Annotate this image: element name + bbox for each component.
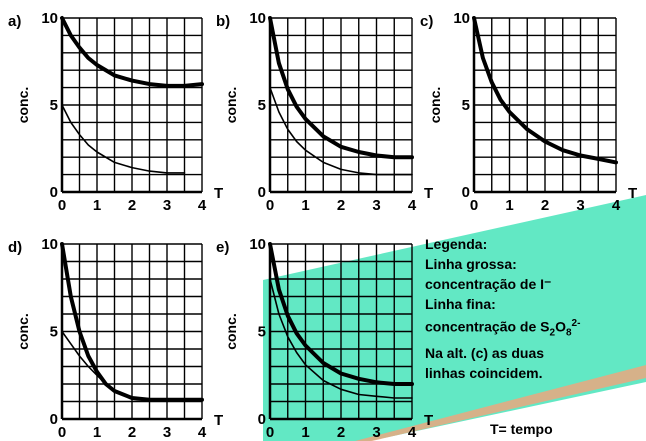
y-tick-label: 5 xyxy=(50,97,58,114)
y-tick-label: 10 xyxy=(41,236,58,253)
x-tick-label: 1 xyxy=(301,197,309,214)
x-tick-label: 0 xyxy=(266,197,274,214)
x-axis-label: T xyxy=(424,412,433,429)
y-tick-label: 10 xyxy=(249,10,266,27)
y-axis-label: conc. xyxy=(223,313,239,350)
x-tick-label: 1 xyxy=(93,424,101,441)
legend-note-2: linhas coincidem. xyxy=(425,365,543,382)
x-tick-label: 0 xyxy=(58,197,66,214)
series-line-thin xyxy=(61,104,186,174)
x-tick-label: 2 xyxy=(128,424,136,441)
y-axis-label: conc. xyxy=(223,87,239,124)
y-tick-label: 10 xyxy=(249,236,266,253)
series-line-thick xyxy=(268,16,414,160)
x-tick-label: 4 xyxy=(198,424,207,441)
legend-thick-label: Linha grossa: xyxy=(425,256,517,272)
x-tick-label: 3 xyxy=(576,197,584,214)
x-tick-label: 4 xyxy=(198,197,207,214)
y-tick-label: 0 xyxy=(50,411,58,428)
x-tick-label: 3 xyxy=(372,424,380,441)
x-tick-label: 4 xyxy=(612,197,621,214)
y-tick-label: 0 xyxy=(258,411,266,428)
x-tick-label: 2 xyxy=(128,197,136,214)
series-line-thin xyxy=(269,278,413,399)
x-axis-label: T xyxy=(424,185,433,202)
legend-thin-text: concentração de S xyxy=(425,318,550,335)
x-tick-label: 3 xyxy=(372,197,380,214)
x-tick-label: 1 xyxy=(505,197,513,214)
x-axis-label: T xyxy=(214,412,223,429)
y-tick-label: 5 xyxy=(462,97,470,114)
series-line-thick xyxy=(268,242,414,386)
legend-title: Legenda: xyxy=(425,236,488,252)
legend-thin-desc: concentração de S2O82- xyxy=(425,314,643,343)
x-tick-label: 3 xyxy=(163,424,171,441)
panel-letter: b) xyxy=(216,13,230,30)
series-line-thick xyxy=(472,16,618,165)
y-tick-label: 5 xyxy=(258,324,266,341)
legend-thin-label: Linha fina: xyxy=(425,296,496,312)
x-tick-label: 4 xyxy=(408,197,417,214)
overlay-orange-streak xyxy=(355,365,646,441)
x-tick-label: 0 xyxy=(58,424,66,441)
y-axis-label: conc. xyxy=(427,87,443,124)
x-tick-label: 1 xyxy=(301,424,309,441)
x-axis-label: T xyxy=(628,185,637,202)
legend-note-1: Na alt. (c) as duas xyxy=(425,345,545,362)
y-tick-label: 0 xyxy=(462,184,470,201)
y-tick-label: 5 xyxy=(50,324,58,341)
legend-thick-desc: concentração de I⁻ xyxy=(425,276,552,292)
y-tick-label: 10 xyxy=(453,10,470,27)
x-tick-label: 1 xyxy=(93,197,101,214)
x-tick-label: 0 xyxy=(266,424,274,441)
y-axis-label: conc. xyxy=(15,87,31,124)
y-tick-label: 0 xyxy=(258,184,266,201)
x-tick-label: 0 xyxy=(470,197,478,214)
time-label: T= tempo xyxy=(490,421,553,437)
x-axis-label: T xyxy=(214,185,223,202)
legend-thin-sup: 2- xyxy=(571,318,581,329)
y-tick-label: 5 xyxy=(258,97,266,114)
legend: Legenda: Linha grossa: concentração de I… xyxy=(425,234,643,383)
x-tick-label: 3 xyxy=(163,197,171,214)
y-tick-label: 0 xyxy=(50,184,58,201)
panel-letter: d) xyxy=(8,239,22,256)
legend-thin-o: O xyxy=(555,318,566,335)
panel-letter: a) xyxy=(8,13,21,30)
x-tick-label: 2 xyxy=(541,197,549,214)
y-axis-label: conc. xyxy=(15,313,31,350)
legend-thin-sub2: 8 xyxy=(565,327,572,339)
panel-letter: c) xyxy=(420,13,433,30)
legend-thin-sub: 2 xyxy=(549,327,556,339)
series-line-thick xyxy=(60,16,204,88)
x-tick-label: 2 xyxy=(337,424,345,441)
series-line-thin xyxy=(61,330,133,399)
series-line-thin xyxy=(269,86,413,176)
x-tick-label: 4 xyxy=(408,424,417,441)
y-tick-label: 10 xyxy=(41,10,58,27)
x-tick-label: 2 xyxy=(337,197,345,214)
panel-letter: e) xyxy=(216,239,229,256)
